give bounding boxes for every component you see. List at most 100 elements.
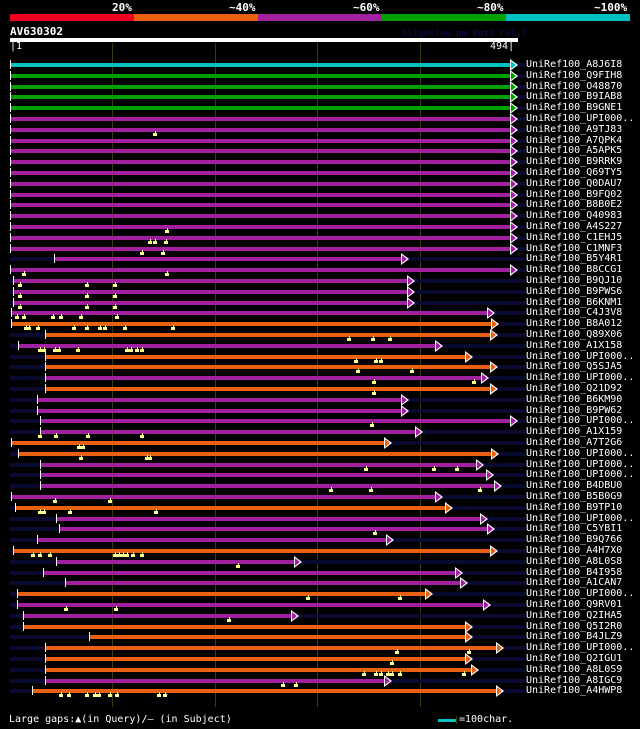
hit-label[interactable]: UniRef100_B4JLZ9 bbox=[526, 631, 623, 642]
hit-bar[interactable] bbox=[46, 646, 496, 650]
hit-label[interactable]: UniRef100_B9PWS6 bbox=[526, 286, 623, 297]
hit-bar[interactable] bbox=[14, 279, 407, 283]
hit-label[interactable]: UniRef100_A7QPK4 bbox=[526, 135, 623, 146]
hit-bar[interactable] bbox=[46, 679, 384, 683]
hit-label[interactable]: UniRef100_B6KM90 bbox=[526, 394, 623, 405]
hit-label[interactable]: UniRef100_B8B0E2 bbox=[526, 199, 623, 210]
hit-bar[interactable] bbox=[11, 193, 510, 197]
hit-label[interactable]: UniRef100_B9RRK9 bbox=[526, 156, 623, 167]
hit-bar[interactable] bbox=[55, 257, 401, 261]
hit-bar[interactable] bbox=[11, 268, 510, 272]
hit-bar[interactable] bbox=[18, 603, 483, 607]
hit-bar[interactable] bbox=[41, 430, 415, 434]
hit-label[interactable]: UniRef100_A1X159 bbox=[526, 426, 623, 437]
hit-label[interactable]: UniRef100_C1MNF3 bbox=[526, 243, 623, 254]
hit-bar[interactable] bbox=[38, 409, 401, 413]
hit-bar[interactable] bbox=[44, 571, 455, 575]
hit-bar[interactable] bbox=[12, 495, 435, 499]
hit-bar[interactable] bbox=[14, 301, 407, 305]
hit-label[interactable]: UniRef100_UPI000.. bbox=[526, 415, 635, 426]
hit-bar[interactable] bbox=[11, 117, 510, 121]
hit-label[interactable]: UniRef100_C1EHJ5 bbox=[526, 232, 623, 243]
hit-bar[interactable] bbox=[46, 668, 471, 672]
hit-label[interactable]: UniRef100_Q40983 bbox=[526, 210, 623, 221]
hit-label[interactable]: UniRef100_Q2IGU1 bbox=[526, 653, 623, 664]
hit-label[interactable]: UniRef100_A8J6I8 bbox=[526, 59, 623, 70]
hit-bar[interactable] bbox=[14, 549, 490, 553]
hit-label[interactable]: UniRef100_B9TP10 bbox=[526, 502, 623, 513]
hit-bar[interactable] bbox=[11, 160, 510, 164]
hit-bar[interactable] bbox=[46, 657, 465, 661]
hit-label[interactable]: UniRef100_Q5SJA5 bbox=[526, 361, 623, 372]
hit-bar[interactable] bbox=[11, 128, 510, 132]
hit-bar[interactable] bbox=[41, 484, 494, 488]
hit-bar[interactable] bbox=[41, 463, 476, 467]
hit-label[interactable]: UniRef100_UPI000.. bbox=[526, 372, 635, 383]
hit-label[interactable]: UniRef100_UPI000.. bbox=[526, 642, 635, 653]
hit-label[interactable]: UniRef100_Q0DAU7 bbox=[526, 178, 623, 189]
hit-bar[interactable] bbox=[11, 95, 510, 99]
hit-bar[interactable] bbox=[66, 581, 460, 585]
hit-bar[interactable] bbox=[11, 236, 510, 240]
hit-bar[interactable] bbox=[46, 355, 465, 359]
hit-label[interactable]: UniRef100_B9Q766 bbox=[526, 534, 623, 545]
hit-label[interactable]: UniRef100_UPI000.. bbox=[526, 351, 635, 362]
hit-bar[interactable] bbox=[38, 538, 386, 542]
hit-label[interactable]: UniRef100_A8IGC9 bbox=[526, 675, 623, 686]
hit-label[interactable]: UniRef100_A8L0S9 bbox=[526, 664, 623, 675]
hit-label[interactable]: UniRef100_A4H7X0 bbox=[526, 545, 623, 556]
hit-label[interactable]: UniRef100_B6KNM1 bbox=[526, 297, 623, 308]
hit-bar[interactable] bbox=[46, 365, 490, 369]
hit-label[interactable]: UniRef100_Q69TY5 bbox=[526, 167, 623, 178]
hit-bar[interactable] bbox=[11, 247, 510, 251]
hit-label[interactable]: UniRef100_B9FQ02 bbox=[526, 189, 623, 200]
hit-label[interactable]: UniRef100_A1X158 bbox=[526, 340, 623, 351]
hit-label[interactable]: UniRef100_A4S227 bbox=[526, 221, 623, 232]
hit-bar[interactable] bbox=[11, 106, 510, 110]
hit-label[interactable]: UniRef100_A5APK5 bbox=[526, 145, 623, 156]
hit-label[interactable]: UniRef100_O48870 bbox=[526, 81, 623, 92]
hit-bar[interactable] bbox=[38, 398, 401, 402]
hit-label[interactable]: UniRef100_B9GNE1 bbox=[526, 102, 623, 113]
hit-label[interactable]: UniRef100_B8A012 bbox=[526, 318, 623, 329]
hit-label[interactable]: UniRef100_B5Y4R1 bbox=[526, 253, 623, 264]
hit-label[interactable]: UniRef100_B8CCG1 bbox=[526, 264, 623, 275]
hit-label[interactable]: UniRef100_A9TJ83 bbox=[526, 124, 623, 135]
hit-bar[interactable] bbox=[46, 376, 481, 380]
hit-label[interactable]: UniRef100_Q9FIH8 bbox=[526, 70, 623, 81]
hit-label[interactable]: UniRef100_C4J3V8 bbox=[526, 307, 623, 318]
hit-bar[interactable] bbox=[19, 452, 491, 456]
hit-label[interactable]: UniRef100_A8L0S8 bbox=[526, 556, 623, 567]
hit-label[interactable]: UniRef100_Q2IHA5 bbox=[526, 610, 623, 621]
hit-bar[interactable] bbox=[24, 625, 465, 629]
hit-label[interactable]: UniRef100_UPI000.. bbox=[526, 113, 635, 124]
hit-bar[interactable] bbox=[11, 214, 510, 218]
hit-bar[interactable] bbox=[16, 506, 445, 510]
hit-bar[interactable] bbox=[46, 333, 490, 337]
hit-label[interactable]: UniRef100_B9QJ10 bbox=[526, 275, 623, 286]
hit-label[interactable]: UniRef100_C5YBI1 bbox=[526, 523, 623, 534]
hit-bar[interactable] bbox=[12, 441, 384, 445]
hit-bar[interactable] bbox=[18, 592, 425, 596]
hit-label[interactable]: UniRef100_UPI000.. bbox=[526, 448, 635, 459]
hit-bar[interactable] bbox=[11, 85, 510, 89]
hit-bar[interactable] bbox=[12, 322, 491, 326]
hit-label[interactable]: UniRef100_Q89X06 bbox=[526, 329, 623, 340]
hit-label[interactable]: UniRef100_B9IAB8 bbox=[526, 91, 623, 102]
hit-label[interactable]: UniRef100_UPI000.. bbox=[526, 513, 635, 524]
hit-label[interactable]: UniRef100_A1CAN7 bbox=[526, 577, 623, 588]
hit-label[interactable]: UniRef100_A4HWP8 bbox=[526, 685, 623, 696]
hit-bar[interactable] bbox=[11, 149, 510, 153]
hit-label[interactable]: UniRef100_Q21D92 bbox=[526, 383, 623, 394]
hit-bar[interactable] bbox=[11, 225, 510, 229]
hit-label[interactable]: UniRef100_A7T2G6 bbox=[526, 437, 623, 448]
hit-bar[interactable] bbox=[11, 171, 510, 175]
hit-bar[interactable] bbox=[57, 517, 480, 521]
hit-bar[interactable] bbox=[57, 560, 294, 564]
hit-label[interactable]: UniRef100_B4I958 bbox=[526, 567, 623, 578]
hit-bar[interactable] bbox=[46, 387, 490, 391]
hit-label[interactable]: UniRef100_Q5I2R0 bbox=[526, 621, 623, 632]
hit-label[interactable]: UniRef100_B5B0G9 bbox=[526, 491, 623, 502]
hit-bar[interactable] bbox=[90, 635, 465, 639]
hit-bar[interactable] bbox=[41, 473, 486, 477]
